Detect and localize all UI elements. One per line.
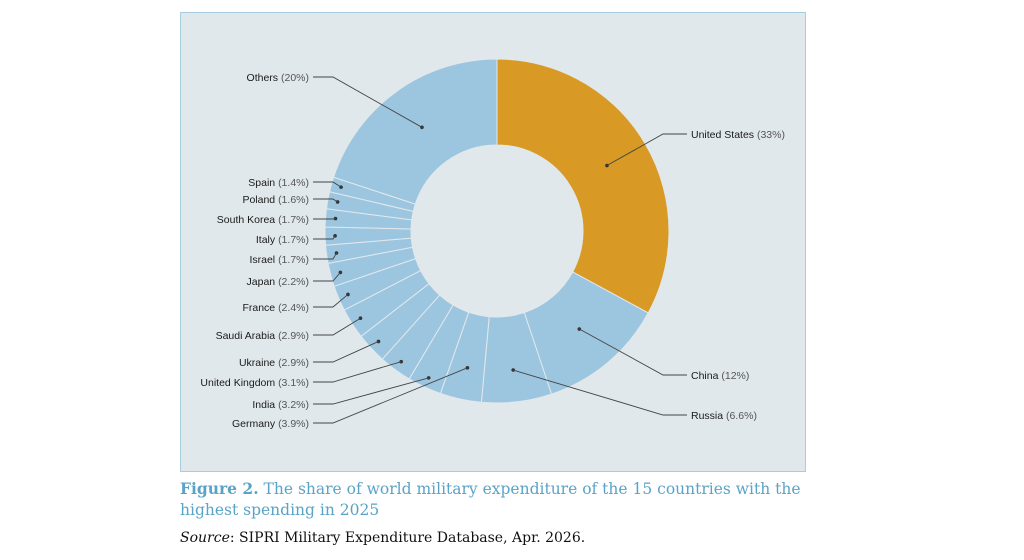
leader-line-germany <box>313 367 468 424</box>
slice-label-israel: Israel (1.7%) <box>249 254 309 266</box>
slice-label-united-states: United States (33%) <box>691 129 785 141</box>
marker-dot-others <box>420 125 424 130</box>
slice-label-germany: Germany (3.9%) <box>232 418 309 430</box>
leader-line-china <box>579 328 687 376</box>
slice-united-states <box>496 58 670 314</box>
figure-caption-text: The share of world military expenditure … <box>180 480 801 519</box>
leader-line-japan <box>313 272 341 282</box>
source-label: Source <box>180 530 230 546</box>
marker-dot-ukraine <box>376 339 381 344</box>
source-note: Source: SIPRI Military Expenditure Datab… <box>180 530 585 546</box>
slice-label-others: Others (20%) <box>247 72 309 84</box>
leader-line-india <box>313 377 429 405</box>
leader-line-united-kingdom <box>313 361 402 383</box>
slice-label-south-korea: South Korea (1.7%) <box>217 214 309 226</box>
leader-line-others <box>313 76 423 128</box>
slice-label-india: India (3.2%) <box>252 399 309 411</box>
leader-line-saudi-arabia <box>313 317 361 336</box>
leader-line-italy <box>313 235 336 240</box>
slice-label-japan: Japan (2.2%) <box>247 276 309 288</box>
slice-label-saudi-arabia: Saudi Arabia (2.9%) <box>216 330 309 342</box>
donut-chart: United States (33%) China (12%) Russia (6.… <box>200 58 785 430</box>
leader-line-israel <box>313 252 337 260</box>
leader-line-france <box>313 294 349 308</box>
figure-caption: Figure 2. The share of world military ex… <box>180 478 820 521</box>
chart-panel: United States (33%) China (12%) Russia (6.… <box>180 12 806 472</box>
slice-label-poland: Poland (1.6%) <box>242 194 309 206</box>
leader-line-poland <box>313 198 338 203</box>
slice-label-united-kingdom: United Kingdom (3.1%) <box>200 377 309 389</box>
leader-line-united-states <box>606 133 687 166</box>
slice-label-spain: Spain (1.4%) <box>248 177 309 189</box>
source-text: : SIPRI Military Expenditure Database, A… <box>229 530 586 546</box>
leader-line-russia <box>513 369 687 416</box>
slice-label-china: China (12%) <box>691 370 749 382</box>
leader-line-ukraine <box>313 341 379 363</box>
slice-label-france: France (2.4%) <box>242 302 309 314</box>
slice-label-ukraine: Ukraine (2.9%) <box>239 357 309 369</box>
slice-label-russia: Russia (6.6%) <box>691 410 757 422</box>
slice-label-italy: Italy (1.7%) <box>256 234 309 246</box>
leader-line-spain <box>313 181 342 188</box>
slice-others <box>332 58 498 205</box>
marker-dot-united-kingdom <box>399 359 404 364</box>
figure-label: Figure 2. <box>180 479 259 498</box>
